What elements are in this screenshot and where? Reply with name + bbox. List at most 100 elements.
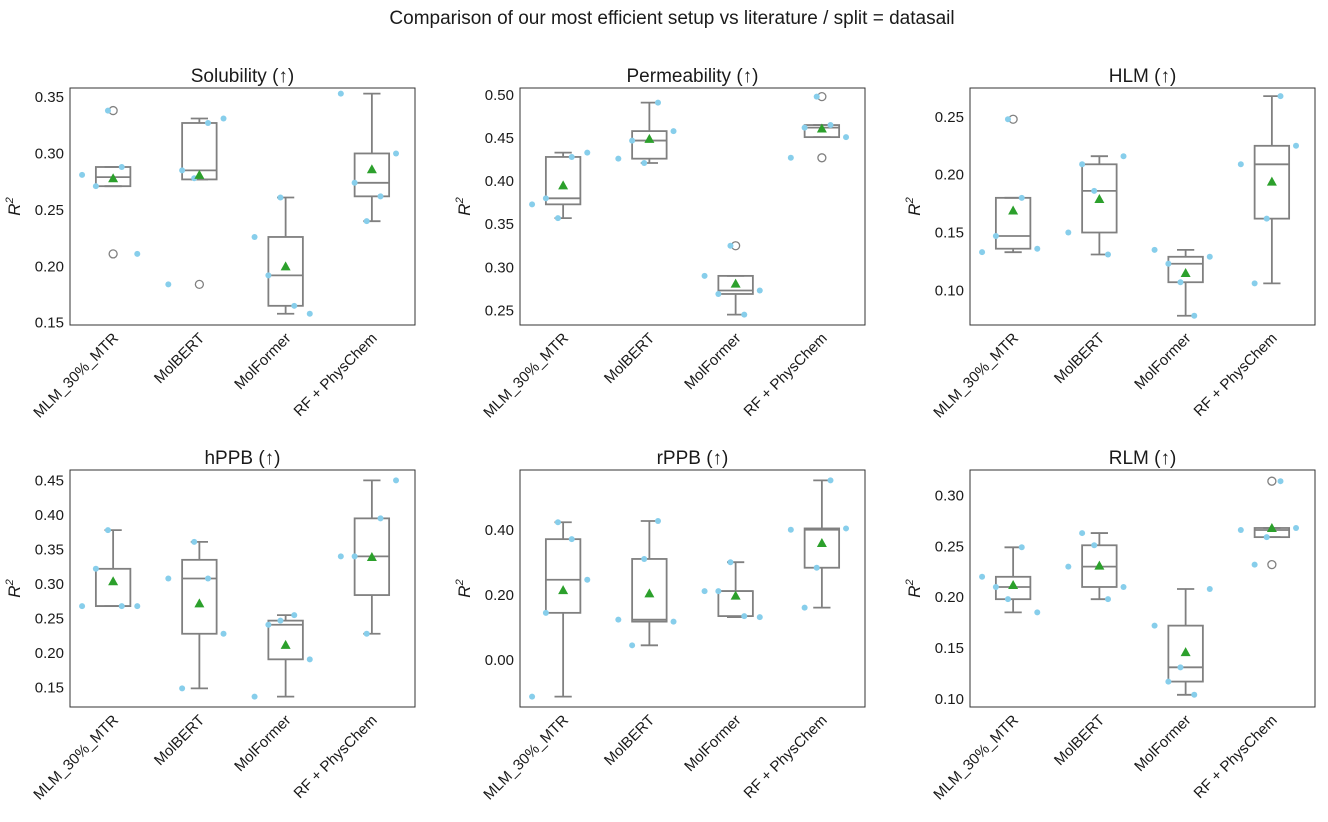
- panel-6: RLM (↑) 0.10 0.15 0.20 0.25 0.30 R2 MLM_30%_MTR…: [904, 448, 1316, 804]
- x-tick-label: MLM_30%_MTR: [480, 330, 572, 422]
- box-group-1: [529, 519, 591, 700]
- data-point: [715, 588, 722, 595]
- data-point: [629, 642, 636, 649]
- x-tick-label: RF + PhysChem: [741, 330, 831, 420]
- data-point: [165, 575, 172, 582]
- x-tick-label: RF + PhysChem: [741, 712, 831, 802]
- mean-marker: [1266, 522, 1277, 532]
- x-tick-label: MolFormer: [231, 712, 294, 775]
- x-tick-label: RF + PhysChem: [1191, 330, 1281, 420]
- x-tick-label: RF + PhysChem: [1191, 712, 1281, 802]
- data-point: [1277, 478, 1284, 485]
- data-point: [1277, 93, 1284, 100]
- data-point: [104, 527, 111, 534]
- data-point: [670, 618, 677, 625]
- box-group-3: [701, 241, 763, 318]
- mean-marker: [558, 585, 569, 595]
- plot-frame: [69, 469, 416, 708]
- data-point: [727, 559, 734, 566]
- x-tick-label: MLM_30%_MTR: [930, 330, 1022, 422]
- y-tick-label: 0.40: [485, 173, 514, 190]
- data-point: [191, 538, 198, 545]
- panel-title: Permeability (↑): [627, 66, 759, 87]
- data-point: [363, 630, 370, 637]
- mean-marker: [644, 133, 655, 143]
- box-iqr: [1167, 255, 1204, 284]
- panel-title: hPPB (↑): [204, 448, 280, 469]
- data-point: [615, 155, 622, 162]
- panel-1: Solubility (↑) 0.15 0.20 0.25 0.30 0.35 R2 MLM_…: [4, 66, 416, 421]
- box-iqr: [544, 156, 582, 206]
- mean-marker: [1008, 579, 1019, 589]
- panel-title: RLM (↑): [1109, 448, 1177, 469]
- box-group-3: [701, 559, 763, 621]
- data-point: [813, 93, 820, 100]
- box-group-4: [337, 477, 400, 637]
- data-point: [1004, 116, 1011, 123]
- y-axis-label: R2: [4, 197, 24, 215]
- data-point: [205, 575, 211, 582]
- y-tick-label: 0.35: [35, 89, 64, 106]
- data-point: [741, 311, 748, 318]
- y-axis-label: R2: [904, 579, 924, 597]
- y-tick-label: 0.20: [35, 258, 64, 275]
- data-point: [179, 167, 186, 174]
- data-point: [843, 525, 850, 532]
- y-axis-label: R2: [904, 197, 924, 215]
- box-iqr: [94, 567, 132, 608]
- data-point: [104, 107, 111, 114]
- figure-title: Comparison of our most efficient setup v…: [389, 8, 954, 29]
- y-tick-label: 0.15: [35, 680, 64, 697]
- data-point: [529, 201, 536, 208]
- box-group-1: [79, 105, 141, 259]
- data-point: [554, 519, 561, 526]
- box-group-2: [1065, 153, 1127, 258]
- data-point: [306, 656, 313, 663]
- mean-marker: [280, 261, 291, 271]
- mean-marker: [1094, 560, 1105, 570]
- data-point: [1177, 279, 1184, 286]
- box-group-4: [787, 91, 850, 163]
- data-point: [542, 195, 549, 202]
- data-point: [337, 90, 344, 97]
- data-point: [1120, 583, 1127, 590]
- data-point: [291, 302, 298, 309]
- data-point: [1263, 215, 1270, 222]
- data-point: [251, 693, 258, 700]
- data-point: [363, 218, 370, 225]
- data-point: [568, 536, 575, 543]
- data-point: [992, 583, 999, 590]
- data-point: [827, 477, 834, 484]
- data-point: [670, 128, 677, 135]
- data-point: [351, 179, 358, 186]
- box-iqr: [1253, 144, 1291, 220]
- data-point: [393, 150, 400, 157]
- x-tick-label: MLM_30%_MTR: [480, 712, 572, 804]
- y-tick-label: 0.10: [935, 282, 964, 299]
- panel-2: Permeability (↑) 0.25 0.30 0.35 0.40 0.45 0.50…: [454, 66, 866, 422]
- y-axis-label: R2: [4, 579, 24, 597]
- box-group-3: [1151, 246, 1213, 319]
- box-iqr: [994, 196, 1032, 250]
- data-point: [655, 99, 661, 106]
- data-point: [337, 553, 344, 560]
- y-tick-label: 0.30: [35, 576, 64, 593]
- data-point: [1120, 153, 1127, 160]
- x-tick-label: MolBERT: [1051, 712, 1108, 769]
- x-tick-label: MLM_30%_MTR: [930, 712, 1022, 804]
- data-point: [220, 115, 227, 122]
- y-tick-label: 0.00: [485, 652, 514, 669]
- data-point: [134, 603, 141, 610]
- y-tick-label: 0.20: [35, 645, 64, 662]
- data-point: [568, 153, 575, 160]
- data-point: [1237, 161, 1244, 168]
- y-tick-label: 0.30: [485, 259, 514, 276]
- data-point: [787, 526, 794, 533]
- data-point: [843, 134, 850, 141]
- data-point: [1079, 161, 1086, 168]
- box-group-2: [165, 538, 227, 692]
- data-point: [1151, 246, 1158, 253]
- data-point: [306, 310, 313, 317]
- box-group-2: [615, 99, 677, 166]
- panel-title: Solubility (↑): [191, 66, 294, 87]
